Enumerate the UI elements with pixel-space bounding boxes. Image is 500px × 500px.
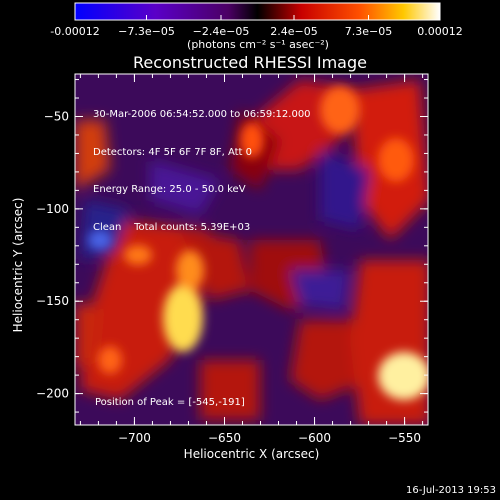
y-tick-label: −50 xyxy=(44,109,69,123)
x-axis-label: Heliocentric X (arcsec) xyxy=(183,447,320,461)
heatmap-image xyxy=(75,74,428,425)
colorbar-units: (photons cm⁻² s⁻¹ asec⁻²) xyxy=(187,38,329,51)
colorbar-tick-label: 0.00012 xyxy=(417,25,463,38)
y-tick-label: −100 xyxy=(36,202,69,216)
x-tick-label: −650 xyxy=(208,431,241,445)
chart-title: Reconstructed RHESSI Image xyxy=(133,53,367,72)
annotation-block: 30-Mar-2006 06:54:52.000 to 06:59:12.000… xyxy=(93,84,311,247)
colorbar-gradient xyxy=(74,2,441,21)
annotation-energy: Energy Range: 25.0 - 50.0 keV xyxy=(93,184,246,195)
annotation-detectors: Detectors: 4F 5F 6F 7F 8F, Att 0 xyxy=(93,146,253,158)
colorbar: -0.00012 −7.3e−05 −2.4e−05 2.4e−05 7.3e−05 0.… xyxy=(50,2,463,51)
plot-frame xyxy=(74,73,429,426)
x-tick-label: −600 xyxy=(298,431,331,445)
colorbar-tick-label: 2.4e−05 xyxy=(270,25,317,38)
annotation-time: 30-Mar-2006 06:54:52.000 to 06:59:12.000 xyxy=(93,109,311,120)
colorbar-tick-label: -0.00012 xyxy=(50,25,99,38)
x-tick-label: −550 xyxy=(388,431,421,445)
y-tick-label: −150 xyxy=(36,294,69,308)
colorbar-tick-label: 7.3e−05 xyxy=(345,25,392,38)
y-axis: −50 −100 −150 −200 xyxy=(36,79,428,413)
colorbar-tick-label: −7.3e−05 xyxy=(118,25,175,38)
x-axis: −700 −650 −600 −550 xyxy=(79,74,424,445)
peak-label: Position of Peak = [-545,-191] xyxy=(95,397,245,408)
x-tick-label: −700 xyxy=(118,431,151,445)
colorbar-tick-label: −2.4e−05 xyxy=(193,25,250,38)
y-tick-label: −200 xyxy=(36,387,69,401)
annotation-counts: Clean Total counts: 5.39E+03 xyxy=(93,221,251,233)
y-axis-label: Heliocentric Y (arcsec) xyxy=(11,197,25,333)
footer-date: 16-Jul-2013 19:53 xyxy=(405,485,496,496)
